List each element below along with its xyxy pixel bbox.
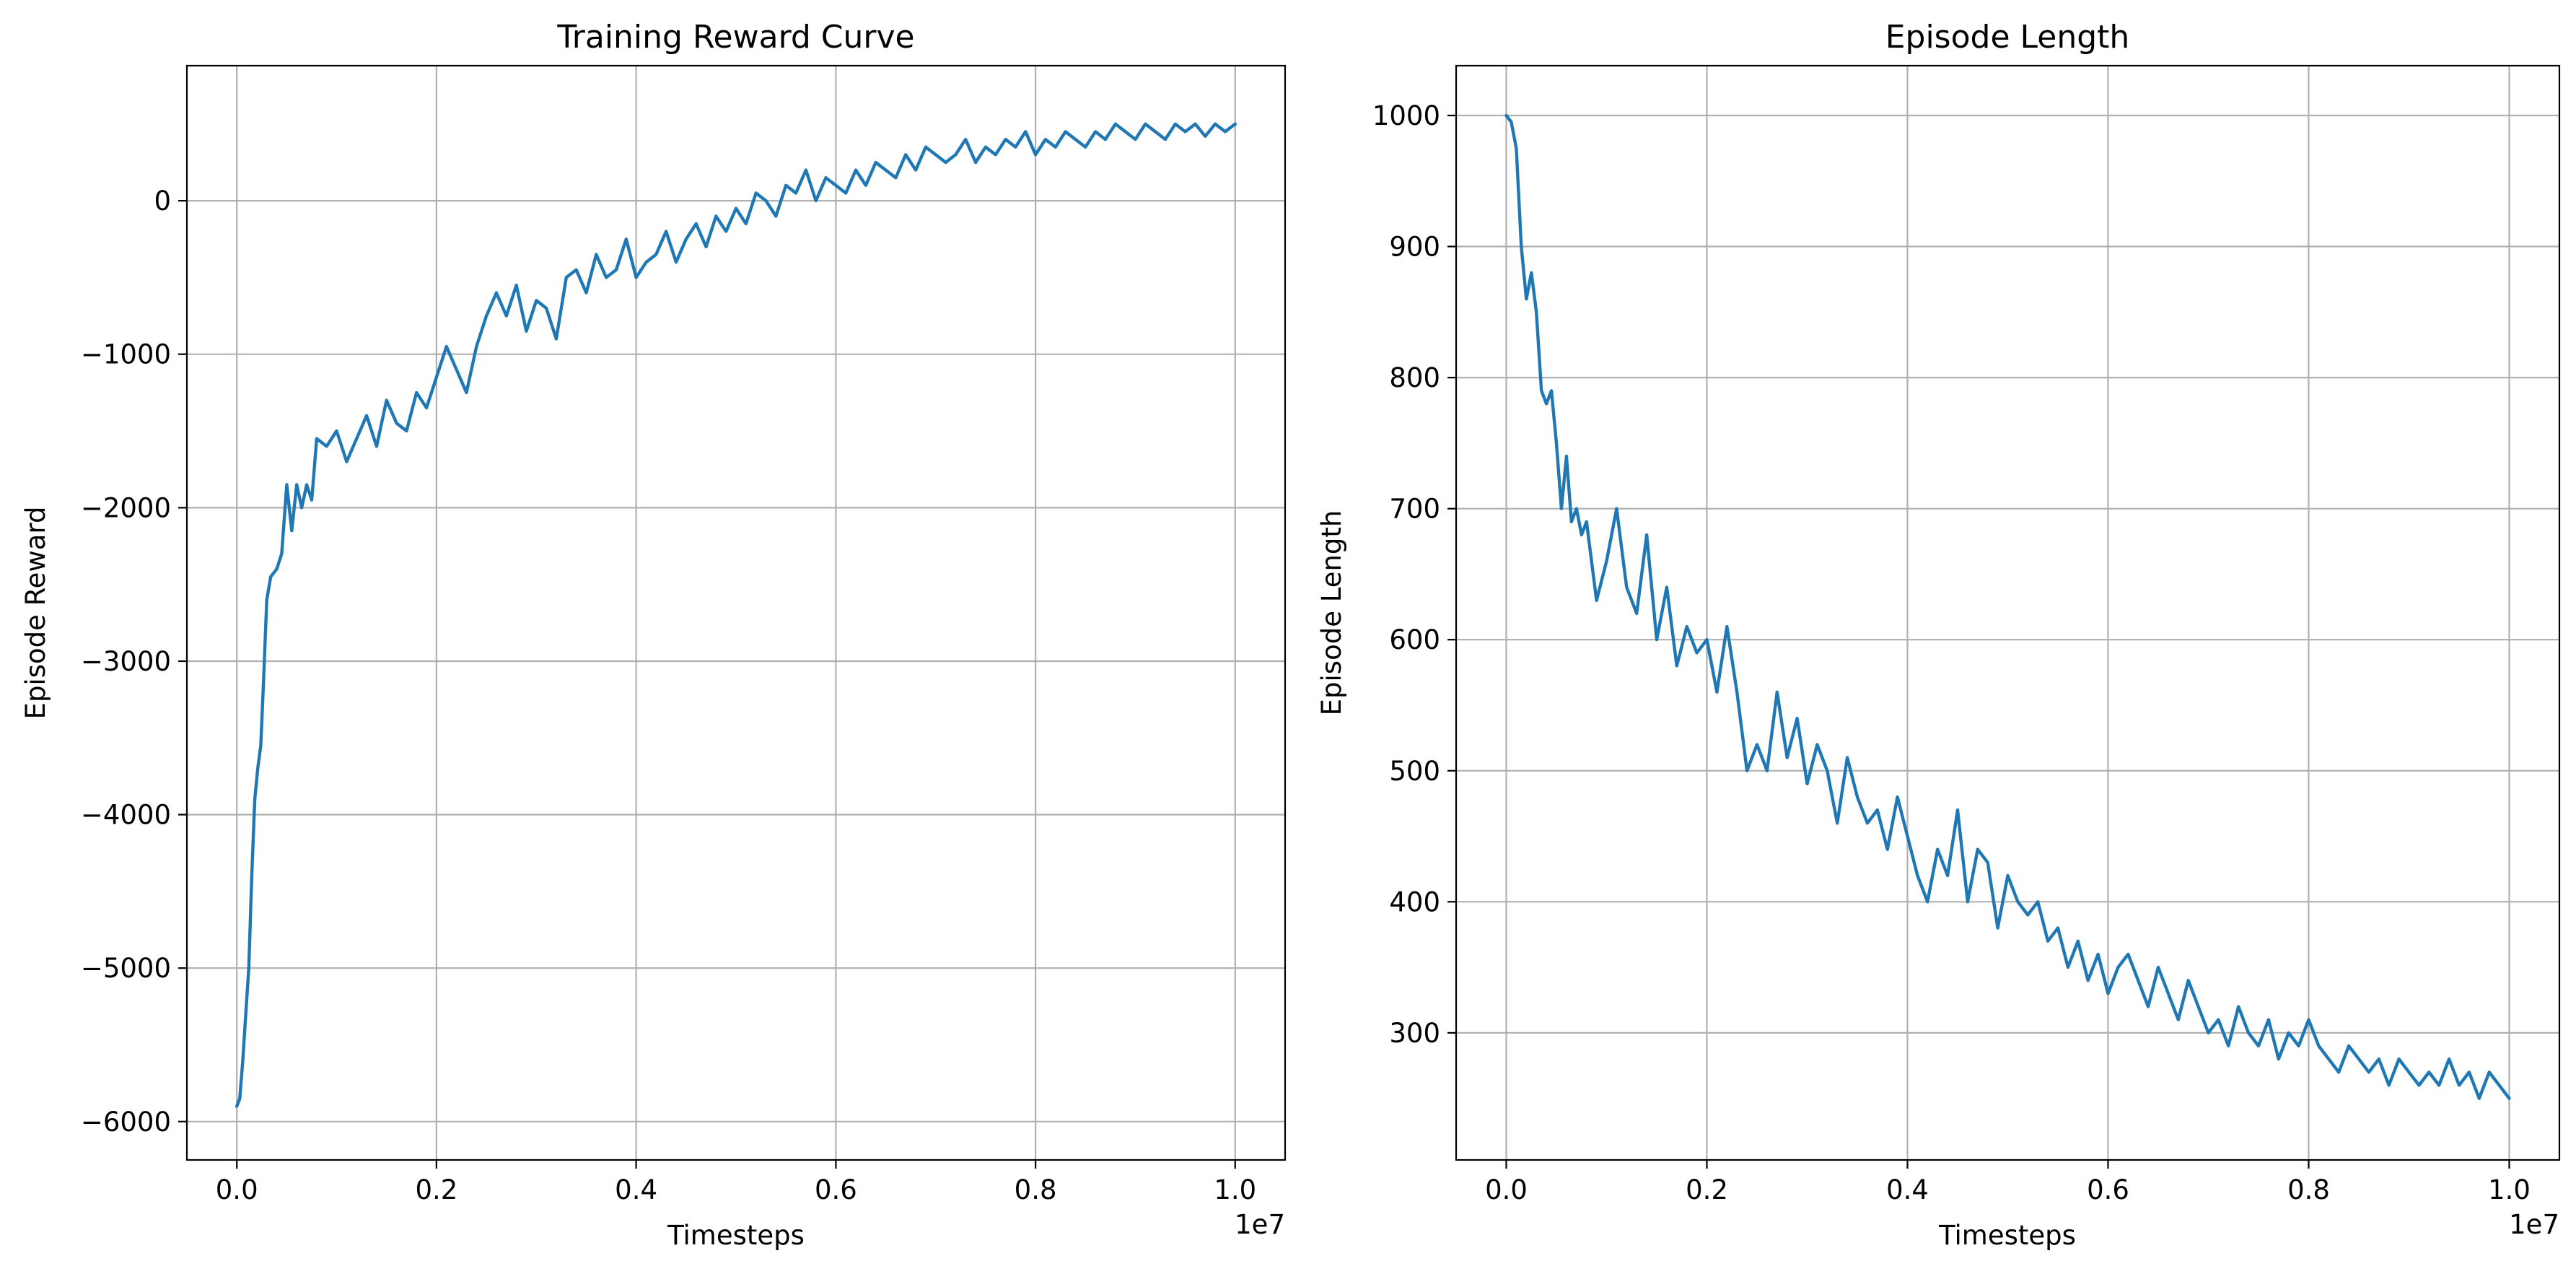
- x-tick-label: 0.8: [1015, 1174, 1057, 1205]
- x-axis-label: Timesteps: [1938, 1220, 2076, 1251]
- y-tick-label: −4000: [81, 800, 171, 831]
- y-tick-label: −2000: [81, 492, 171, 523]
- x-tick-label: 1.0: [1214, 1174, 1256, 1205]
- y-tick-label: −6000: [81, 1107, 171, 1138]
- x-offset-label: 1e7: [2509, 1209, 2559, 1240]
- y-tick-label: 500: [1389, 756, 1440, 787]
- y-tick-label: −1000: [81, 339, 171, 370]
- ticks: 0.0 0.2 0.4 0.6 0.8 1.0 300 400 500 600 700 800 900 1…: [1372, 100, 2531, 1205]
- y-tick-label: 1000: [1372, 100, 1440, 131]
- x-offset-label: 1e7: [1235, 1209, 1285, 1240]
- y-tick-label: 700: [1389, 494, 1440, 525]
- x-tick-label: 0.4: [1886, 1174, 1929, 1205]
- episode-length-chart: 0.0 0.2 0.4 0.6 0.8 1.0 300 400 500 600 700 800 900 1…: [1316, 19, 2561, 1251]
- x-tick-label: 1.0: [2488, 1174, 2531, 1205]
- x-tick-label: 0.0: [216, 1174, 258, 1205]
- x-tick-label: 0.6: [2087, 1174, 2129, 1205]
- y-tick-label: 0: [154, 186, 171, 217]
- x-tick-label: 0.4: [615, 1174, 657, 1205]
- x-tick-label: 0.6: [815, 1174, 857, 1205]
- ticks: 0.0 0.2 0.4 0.6 0.8 1.0 −6000 −5000 −4000 −3000 −2…: [81, 186, 1256, 1205]
- plot-area-frame: [185, 64, 1287, 1161]
- grid: [187, 66, 1285, 1160]
- y-tick-label: −3000: [81, 646, 171, 677]
- chart-title: Training Reward Curve: [556, 19, 914, 56]
- series-line: [1504, 113, 2511, 1100]
- y-axis-label: Episode Length: [1316, 510, 1347, 716]
- y-tick-label: 300: [1389, 1018, 1440, 1049]
- y-axis-label: Episode Reward: [20, 507, 51, 720]
- x-axis-label: Timesteps: [667, 1220, 805, 1251]
- x-tick-label: 0.2: [1686, 1174, 1728, 1205]
- y-tick-label: 400: [1389, 886, 1440, 917]
- y-tick-label: 900: [1389, 232, 1440, 263]
- series: [235, 122, 1237, 1108]
- x-tick-label: 0.0: [1485, 1174, 1528, 1205]
- plot-area-frame: [1455, 64, 2561, 1161]
- reward-chart: 0.0 0.2 0.4 0.6 0.8 1.0 −6000 −5000 −4000 −3000 −2…: [20, 19, 1287, 1251]
- x-tick-label: 0.2: [415, 1174, 457, 1205]
- series-line: [235, 122, 1237, 1108]
- grid: [1456, 66, 2559, 1160]
- y-tick-label: 800: [1389, 362, 1440, 393]
- chart-title: Episode Length: [1885, 19, 2130, 56]
- series: [1504, 113, 2511, 1100]
- y-tick-label: −5000: [81, 953, 171, 984]
- y-tick-label: 600: [1389, 624, 1440, 655]
- x-tick-label: 0.8: [2287, 1174, 2330, 1205]
